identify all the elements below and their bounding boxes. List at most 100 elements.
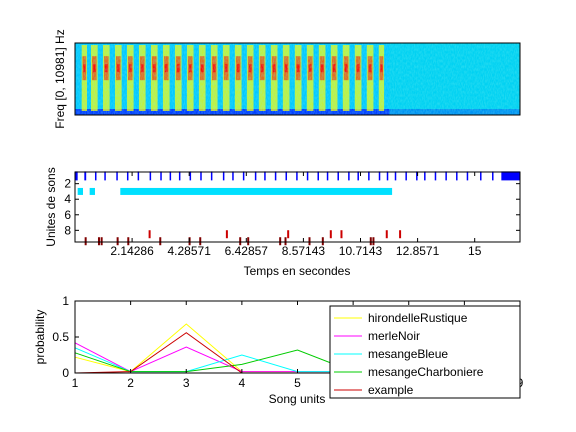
sound-units-frame [74,171,521,243]
unit-event-mark [247,237,250,246]
unit-1-segment [264,171,266,181]
unit-1-segment [274,171,277,181]
unit-1-segment [492,171,494,181]
x-tick-label: 2 [127,376,134,390]
unit-1-segment [348,171,350,181]
legend-label: hirondelleRustique [368,311,468,325]
legend-label: mesangeBleue [368,347,448,361]
unit-1-segment [394,171,397,181]
unit-event-mark [321,237,324,246]
y-tick-label: 0.5 [52,330,69,344]
unit-1-segment [137,171,140,181]
sound-units-axes: 2.14286 4.28571 6.42857 8.57143 10.7143 12.85… [64,172,520,258]
y-tick-label: 2 [64,177,71,191]
unit-event-mark [116,237,119,246]
x-tick-label: 12.8571 [396,244,440,258]
unit-1-segment [189,171,192,181]
unit-1-segment [386,171,389,181]
spectrogram-noise [75,43,520,115]
unit-1-segment [84,171,87,181]
legend-label: mesangeCharboniere [368,365,484,379]
unit-event-mark [329,230,332,239]
unit-event-mark [148,230,151,239]
unit-3-segment [89,187,95,195]
legend-label: example [368,383,414,397]
x-tick-label: 8.57143 [282,244,326,258]
unit-event-mark [372,237,375,246]
probability-panel: 12345678900.51 Song units probability hi… [33,294,524,406]
spectrogram-frame [74,42,521,116]
unit-3-segment [77,187,83,195]
x-tick-label: 15 [468,244,482,258]
unit-1-segment [337,171,339,181]
legend: hirondelleRustique merleNoir mesangeBleue m… [329,305,521,399]
unit-1-segment [466,171,469,181]
unit-1-segment [104,171,106,181]
unit-1-segment [242,171,245,181]
legend-label: merleNoir [368,329,420,343]
unit-1-segment [357,171,359,181]
unit-1-segment [456,171,458,181]
unit-event-mark [399,230,402,239]
unit-1-segment [200,171,202,181]
unit-event-mark [127,237,130,246]
unit-1-segment [94,171,97,181]
unit-1-segment [254,171,257,181]
y-tick-label: 4 [64,192,71,206]
unit-event-mark [239,237,242,246]
unit-1-segment [480,171,482,181]
unit-event-mark [225,230,228,239]
unit-1-segment [416,171,418,181]
legend-box [329,305,521,399]
unit-1-segment [149,171,152,181]
unit-event-mark [279,237,282,246]
unit-1-segment [434,171,437,181]
unit-1-segment [210,171,213,181]
probability-ylabel: probability [33,310,47,365]
unit-1-segment [116,171,118,181]
unit-1-segment [178,171,181,181]
sound-units-panel: 2.14286 4.28571 6.42857 8.57143 10.7143 12.85… [44,167,521,278]
unit-1-segment [160,171,162,181]
unit-event-mark [97,237,100,246]
sound-units-marks [75,171,520,246]
unit-event-mark [199,237,202,246]
spectrogram-panel: Freq [0, 10981] Hz [53,29,521,129]
unit-1-segment [326,171,329,181]
unit-1-segment [169,171,172,181]
x-tick-label: 1 [72,376,79,390]
unit-1-segment [501,171,520,181]
unit-1-segment [296,171,298,181]
unit-event-mark [100,237,103,246]
unit-1-segment [424,171,426,181]
unit-1-segment [222,171,225,181]
unit-1-segment [368,171,370,181]
unit-1-segment [405,171,407,181]
unit-1-segment [306,171,309,181]
unit-3-segment [120,187,393,195]
sound-units-ylabel: Unites de sons [44,167,58,246]
unit-event-mark [287,230,290,239]
unit-event-mark [340,230,343,239]
probability-xlabel: Song units [269,392,326,406]
x-tick-label: 5 [294,376,301,390]
legend-items: hirondelleRustique merleNoir mesangeBleue m… [334,311,484,397]
unit-1-segment [445,171,447,181]
sound-units-plot-area [75,172,520,242]
y-tick-label: 8 [64,223,71,237]
y-tick-label: 0 [62,366,69,380]
unit-1-segment [232,171,234,181]
unit-event-mark [308,237,311,246]
x-tick-label: 4 [239,376,246,390]
unit-1-segment [378,171,381,181]
unit-event-mark [159,237,162,246]
unit-event-mark [84,237,87,246]
x-tick-label: 4.28571 [168,244,212,258]
spectrogram-ylabel: Freq [0, 10981] Hz [53,29,67,128]
unit-1-segment [285,171,288,181]
unit-event-mark [369,237,372,246]
x-tick-label: 6.42857 [225,244,269,258]
unit-1-segment [75,171,78,181]
unit-1-segment [317,171,319,181]
